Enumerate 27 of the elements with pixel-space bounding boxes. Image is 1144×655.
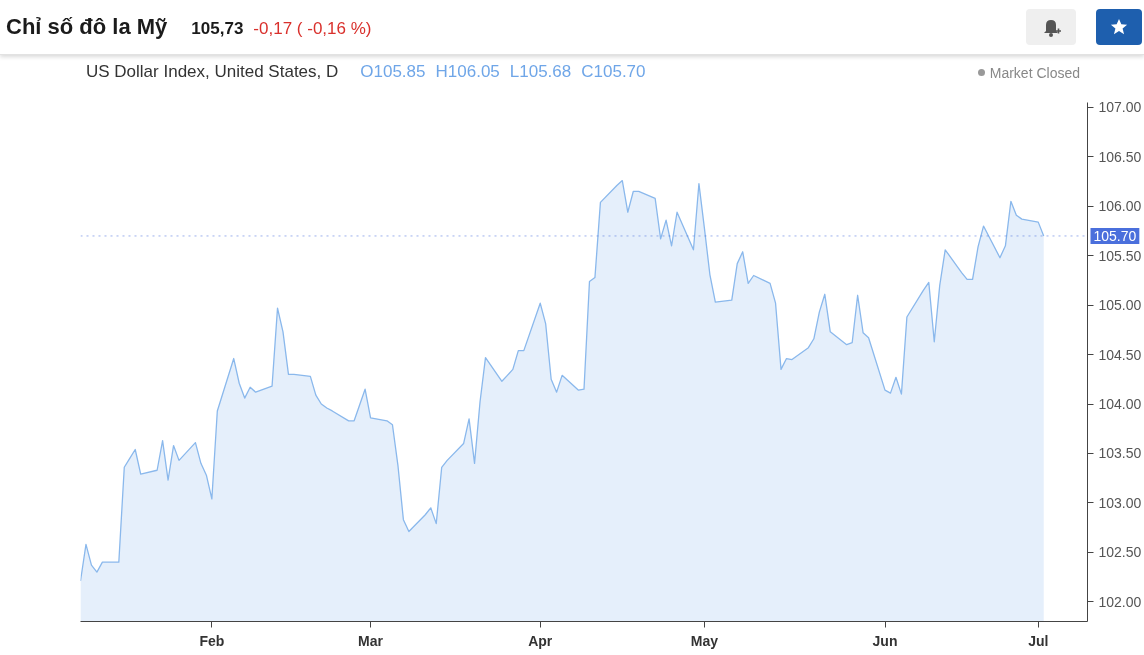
text: H106.05 — [435, 61, 500, 84]
y-tick-label: 105.50 — [1098, 247, 1142, 264]
y-tick-label: 106.50 — [1098, 148, 1142, 165]
y-tick-label: 104.00 — [1098, 396, 1142, 413]
x-tick-label: Apr — [528, 632, 553, 649]
y-tick-label: 103.00 — [1098, 494, 1142, 511]
text: US Dollar Index, United States, D — [86, 61, 339, 84]
text: Market Closed — [989, 63, 1080, 83]
chart-subtitle: 105,73 — [191, 18, 244, 41]
y-tick-label: 106.00 — [1098, 198, 1142, 215]
chart-title: Chỉ số đô la Mỹ — [6, 13, 168, 42]
text: -0,17 ( -0,16 %) — [253, 18, 372, 41]
x-tick-label: Jun — [872, 632, 898, 649]
y-tick-label: 103.50 — [1098, 445, 1142, 462]
x-tick-label: May — [690, 632, 719, 649]
text: O105.85 — [360, 61, 426, 84]
y-tick-label: 102.00 — [1098, 593, 1142, 610]
y-tick-label: 107.00 — [1098, 99, 1142, 116]
ref-line-label: 105.70 — [1093, 227, 1137, 244]
x-tick-label: Mar — [358, 632, 384, 649]
text: L105.68 — [509, 61, 572, 84]
y-tick-label: 104.50 — [1098, 346, 1142, 363]
x-tick-label: Feb — [199, 632, 225, 649]
x-tick-label: Jul — [1028, 632, 1049, 649]
text: C105.70 — [581, 61, 646, 84]
y-tick-label: 105.00 — [1098, 297, 1142, 314]
y-tick-label: 102.50 — [1098, 544, 1142, 561]
